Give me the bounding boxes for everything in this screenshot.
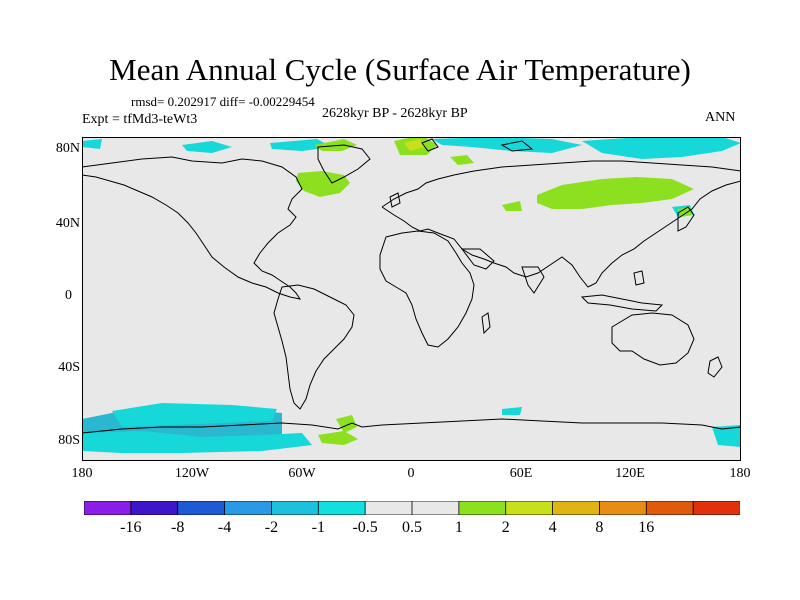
india-coast (521, 266, 545, 294)
siberia-green-patch (537, 177, 694, 209)
madagascar-coast (481, 312, 491, 335)
arctic-islands-coast (421, 138, 439, 152)
colorbar-swatch (364, 501, 413, 515)
colorbar-swatch (177, 501, 226, 515)
colorbar-label: -8 (171, 519, 185, 536)
lon-label-60w: 60W (288, 466, 316, 481)
antarctic-cyan-patch (112, 403, 277, 427)
new-zealand-coast (707, 356, 723, 378)
colorbar-label: 4 (548, 519, 557, 536)
colorbar-label: 0.5 (402, 519, 422, 536)
colorbar-label: 8 (595, 519, 604, 536)
lon-label-60e: 60E (509, 466, 533, 481)
arctic-cyan-patch (432, 137, 582, 153)
arctic-cyan-patch (82, 139, 102, 149)
colorbar-swatch (552, 501, 601, 515)
coastlines (82, 138, 741, 434)
lon-label-0: 0 (407, 466, 415, 481)
arabia-coast (461, 248, 495, 270)
colorbar-label: 1 (454, 519, 463, 536)
colorbar-label: 2 (501, 519, 510, 536)
colorbar-label: -2 (264, 519, 279, 536)
eurasia-coast (381, 160, 741, 208)
antarctica-coast (82, 418, 741, 434)
arctic-cyan-patch (182, 141, 232, 153)
colorbar-swatch (599, 501, 647, 515)
colorbar-label: 16 (638, 519, 655, 536)
colorbar-label: -0.5 (352, 519, 378, 536)
lat-label-80n: 80N (55, 141, 80, 156)
lon-label-120e: 120E (615, 466, 645, 481)
colorbar-label: -1 (311, 519, 325, 536)
lon-label-120w: 120W (174, 466, 210, 481)
arctic-green-patch (450, 155, 474, 165)
antarctic-green-patch (318, 431, 358, 445)
colorbar-swatch (505, 501, 554, 515)
lat-label-0: 0 (65, 288, 72, 303)
australia-coast (611, 312, 695, 366)
lat-label-80s: 80S (58, 433, 80, 448)
south-america-coast (273, 284, 355, 410)
period-label: 2628kyr BP - 2628kyr BP (322, 106, 468, 121)
arctic-yellowgreen-patch (404, 139, 424, 151)
arctic-cyan-patch (582, 137, 741, 159)
colorbar-swatch (645, 501, 694, 515)
season-label: ANN (705, 110, 736, 125)
antarctic-cyan-patch (82, 431, 312, 453)
indonesia-coast (580, 294, 664, 312)
arctic-green-patch (314, 139, 357, 151)
japan-coast (677, 206, 695, 232)
colorbar-swatch (317, 501, 366, 515)
map-frame (82, 137, 741, 461)
colorbar-swatch (224, 501, 273, 515)
japan-green-patch (678, 207, 692, 217)
colorbar-swatch (271, 501, 319, 515)
philippines-coast (633, 270, 645, 286)
north-america-coast (82, 156, 303, 300)
map-title: Mean Annual Cycle (Surface Air Temperatu… (109, 52, 691, 87)
colorbar-swatch (411, 501, 460, 515)
colorbar-swatch (84, 501, 132, 515)
antarctic-cyan-patch (712, 425, 741, 447)
labrador-green-patch (296, 171, 350, 197)
british-isles-coast (389, 192, 401, 208)
africa-coast (379, 230, 475, 348)
temperature-map (82, 137, 741, 461)
eurasia-coast (381, 180, 741, 288)
colorbar-label: -4 (217, 519, 232, 536)
colorbar-swatch (692, 501, 740, 515)
lat-label-40s: 40S (58, 360, 80, 375)
greenland-coast (317, 144, 371, 184)
colorbar-swatch (458, 501, 507, 515)
lon-label-180e: 180 (729, 466, 751, 481)
arctic-islands-coast (500, 140, 534, 152)
lon-label-180w: 180 (71, 466, 93, 481)
antarctic-green-patch (336, 415, 357, 433)
antarctic-cyan-patch (502, 407, 522, 415)
stats-label: rmsd= 0.202917 diff= -0.00229454 (131, 94, 315, 109)
experiment-label: Expt = tfMd3-teWt3 (82, 112, 198, 127)
asia-green-patch (502, 201, 522, 211)
arctic-cyan-patch (270, 139, 332, 151)
colorbar-swatch (130, 501, 179, 515)
lat-label-40n: 40N (55, 216, 80, 231)
colorbar-label: -16 (120, 519, 142, 536)
colorbar (84, 501, 740, 515)
